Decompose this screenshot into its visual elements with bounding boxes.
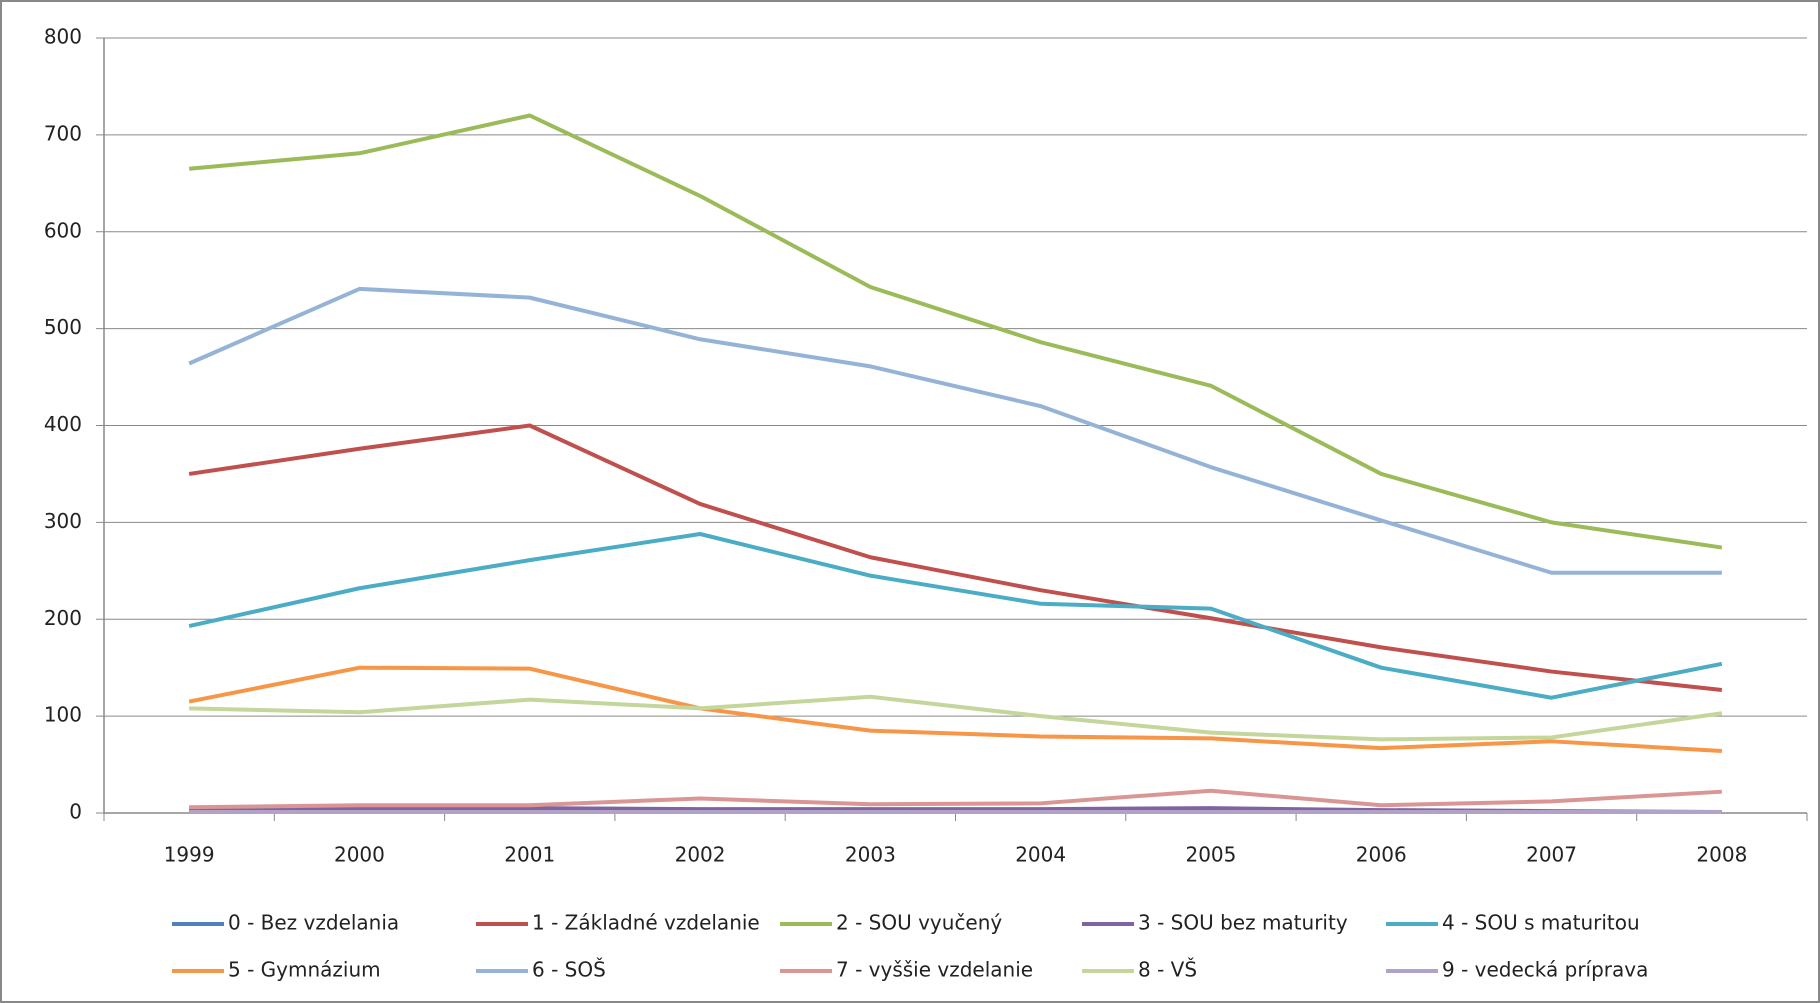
x-tick-label: 2007 <box>1526 843 1577 867</box>
series-line <box>189 788 1722 810</box>
x-tick-label: 2003 <box>845 843 896 867</box>
y-tick-label: 200 <box>44 606 82 630</box>
y-tick-label: 800 <box>44 25 82 49</box>
legend-label: 8 - VŠ <box>1138 958 1197 982</box>
y-tick-label: 100 <box>44 703 82 727</box>
legend-label: 7 - vyššie vzdelanie <box>836 958 1033 982</box>
series-line <box>189 694 1723 742</box>
series-line <box>188 423 1723 692</box>
legend-label: 0 - Bez vzdelania <box>228 911 399 935</box>
legend-label: 9 - vedecká príprava <box>1442 958 1648 982</box>
x-tick-label: 2008 <box>1696 843 1747 867</box>
series-line <box>188 286 1722 575</box>
y-tick-label: 600 <box>44 218 82 242</box>
x-tick-label: 2002 <box>675 843 726 867</box>
legend-label: 2 - SOU vyučený <box>836 911 1002 935</box>
legend-label: 1 - Základné vzdelanie <box>532 911 760 935</box>
series-line <box>188 665 1722 753</box>
x-tick-label: 2004 <box>1015 843 1066 867</box>
legend-label: 5 - Gymnázium <box>228 958 381 982</box>
x-tick-label: 2001 <box>504 843 555 867</box>
series-line <box>188 532 1723 700</box>
y-tick-label: 400 <box>44 412 82 436</box>
x-tick-label: 1999 <box>164 843 215 867</box>
x-tick-label: 2005 <box>1185 843 1236 867</box>
x-tick-label: 2006 <box>1356 843 1407 867</box>
x-tick-label: 2000 <box>334 843 385 867</box>
y-tick-label: 500 <box>44 315 82 339</box>
legend-label: 4 - SOU s maturitou <box>1442 911 1640 935</box>
legend-label: 6 - SOŠ <box>532 958 606 982</box>
series-line <box>188 113 1723 550</box>
y-tick-label: 0 <box>69 800 82 824</box>
y-tick-label: 700 <box>44 121 82 145</box>
y-tick-label: 300 <box>44 509 82 533</box>
legend-label: 3 - SOU bez maturity <box>1138 911 1348 935</box>
